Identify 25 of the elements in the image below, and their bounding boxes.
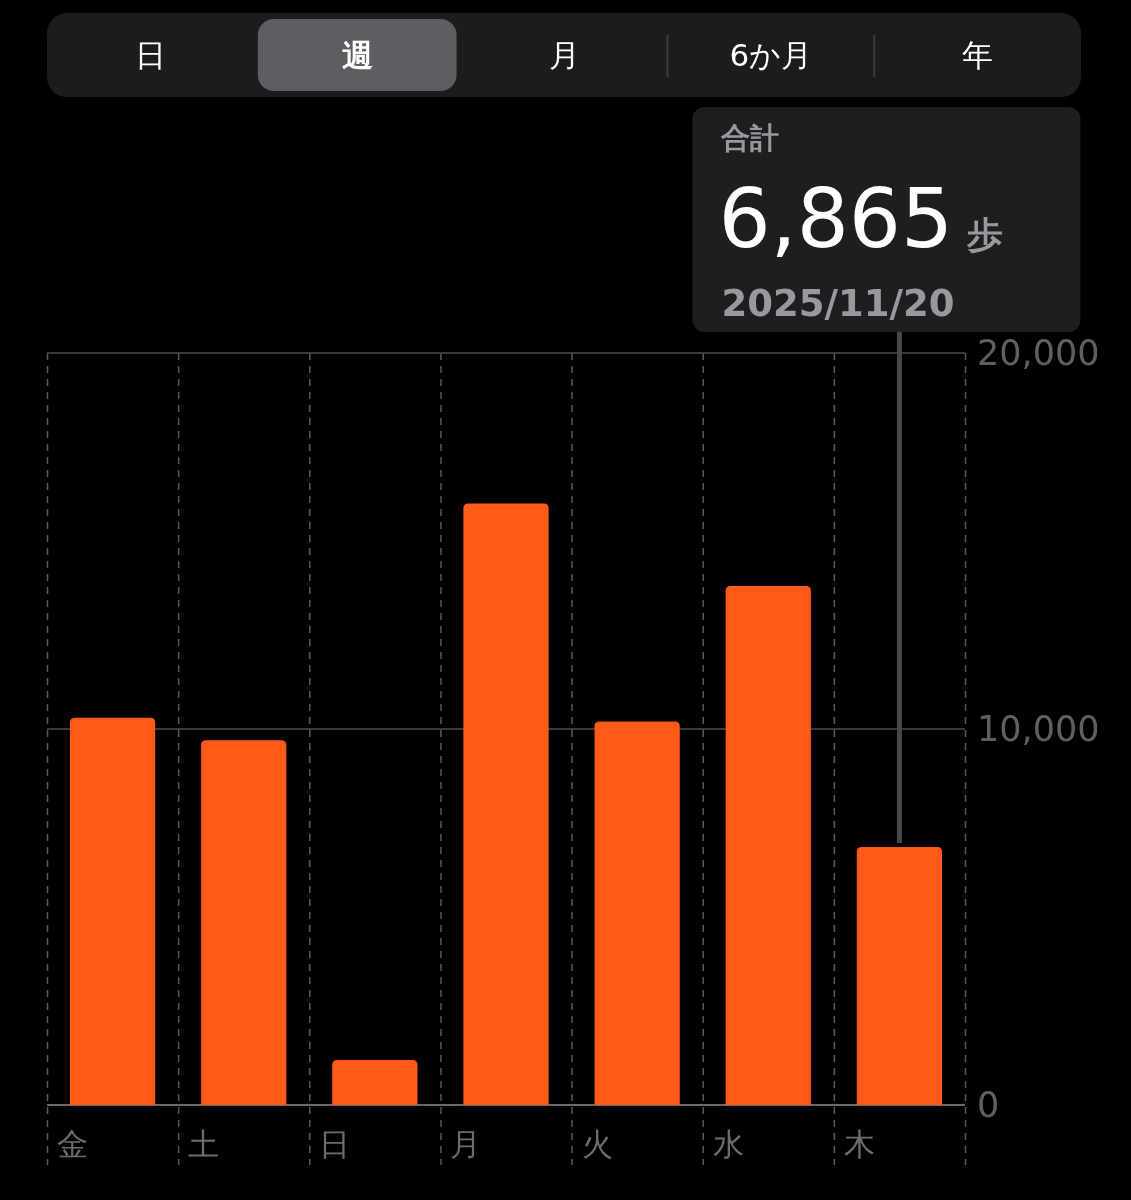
bar — [69, 717, 156, 1105]
text: 6,865 歩 — [718, 171, 1004, 266]
bar — [594, 721, 680, 1105]
x-tick-label: 火 — [581, 1126, 613, 1162]
text: 6か月 — [729, 37, 813, 73]
bar — [463, 503, 549, 1105]
text: 2025/11/20 — [721, 282, 955, 325]
bar — [856, 846, 943, 1105]
x-tick-label: 木 — [843, 1126, 875, 1162]
y-tick-label: 10,000 — [977, 709, 1100, 749]
bar — [725, 586, 811, 1105]
x-tick-label: 土 — [188, 1126, 220, 1162]
text: 月 — [548, 37, 580, 73]
bar — [201, 740, 287, 1105]
text: 日 — [134, 37, 166, 73]
y-tick-label: 0 — [977, 1085, 1000, 1125]
y-tick-label: 20,000 — [977, 333, 1100, 373]
text: 年 — [962, 37, 994, 73]
x-tick-label: 月 — [450, 1126, 482, 1162]
x-tick-label: 金 — [57, 1126, 88, 1162]
x-tick-label: 水 — [712, 1126, 744, 1162]
text: 週 — [341, 37, 373, 73]
text: 合計 — [720, 121, 780, 155]
x-tick-label: 日 — [319, 1126, 351, 1162]
bar — [332, 1059, 418, 1105]
